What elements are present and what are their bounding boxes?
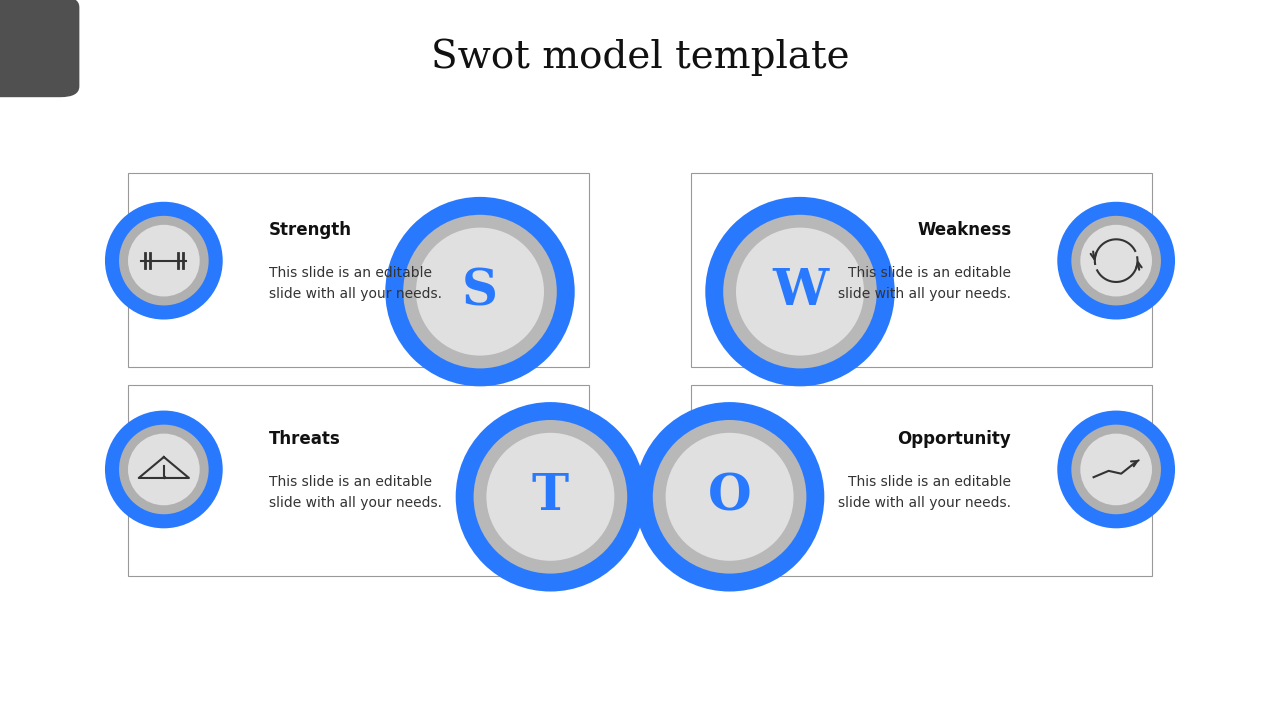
Text: This slide is an editable
slide with all your needs.: This slide is an editable slide with all… — [269, 475, 442, 510]
Ellipse shape — [416, 228, 544, 356]
Text: S: S — [462, 267, 498, 316]
Ellipse shape — [1080, 433, 1152, 505]
Ellipse shape — [119, 425, 209, 514]
Text: Threats: Threats — [269, 430, 340, 448]
Ellipse shape — [635, 402, 824, 592]
Text: This slide is an editable
slide with all your needs.: This slide is an editable slide with all… — [269, 266, 442, 301]
Ellipse shape — [385, 197, 575, 387]
Text: T: T — [531, 472, 570, 521]
Ellipse shape — [1057, 202, 1175, 320]
Ellipse shape — [736, 228, 864, 356]
Bar — [691, 173, 1152, 367]
Text: This slide is an editable
slide with all your needs.: This slide is an editable slide with all… — [838, 475, 1011, 510]
Ellipse shape — [1080, 225, 1152, 297]
Bar — [128, 173, 589, 367]
Ellipse shape — [105, 410, 223, 528]
FancyBboxPatch shape — [0, 0, 79, 97]
Bar — [128, 385, 589, 576]
Ellipse shape — [128, 225, 200, 297]
Ellipse shape — [119, 216, 209, 305]
Text: Strength: Strength — [269, 222, 352, 239]
Ellipse shape — [705, 197, 895, 387]
Ellipse shape — [486, 433, 614, 561]
Ellipse shape — [403, 215, 557, 369]
Text: This slide is an editable
slide with all your needs.: This slide is an editable slide with all… — [838, 266, 1011, 301]
Ellipse shape — [456, 402, 645, 592]
Text: Swot model template: Swot model template — [430, 39, 850, 76]
Text: W: W — [772, 267, 828, 316]
Ellipse shape — [1057, 410, 1175, 528]
Ellipse shape — [105, 202, 223, 320]
Ellipse shape — [474, 420, 627, 574]
Ellipse shape — [1071, 216, 1161, 305]
Text: O: O — [708, 472, 751, 521]
Text: Opportunity: Opportunity — [897, 430, 1011, 448]
Bar — [691, 385, 1152, 576]
Ellipse shape — [666, 433, 794, 561]
Ellipse shape — [128, 433, 200, 505]
Ellipse shape — [653, 420, 806, 574]
Text: Weakness: Weakness — [916, 222, 1011, 239]
Ellipse shape — [723, 215, 877, 369]
Ellipse shape — [1071, 425, 1161, 514]
